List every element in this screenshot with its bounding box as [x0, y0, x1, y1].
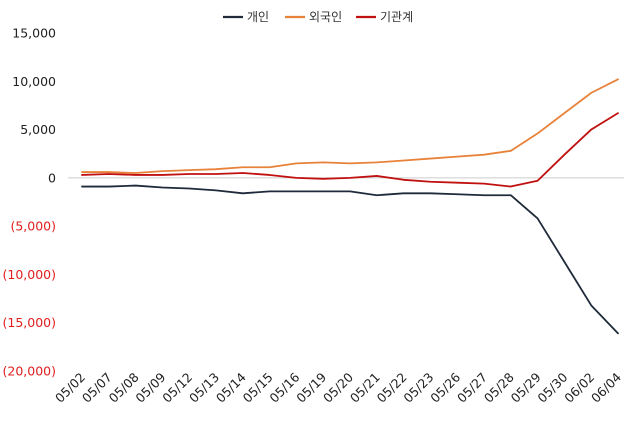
y-tick-label: (20,000) [3, 364, 57, 379]
legend-label: 개인 [247, 10, 269, 24]
series-line-0 [81, 184, 619, 335]
legend: 개인 외국인 기관계 [223, 10, 413, 24]
series-group [81, 78, 619, 335]
legend-label: 기관계 [380, 10, 413, 24]
series-line-2 [81, 112, 619, 188]
series-line-1 [81, 78, 619, 174]
y-tick-label: 15,000 [12, 26, 56, 41]
y-tick-label: 10,000 [12, 74, 56, 89]
y-tick-label: (15,000) [3, 315, 57, 330]
legend-label: 외국인 [309, 10, 342, 24]
y-axis: 15,000 10,000 5,000 0 (5,000) (10,000) (15,000… [3, 26, 57, 379]
y-tick-label: (5,000) [10, 219, 56, 234]
y-tick-label: 5,000 [20, 122, 56, 137]
x-tick-label: 06/04 [588, 369, 624, 405]
x-axis: 05/0205/0705/0805/0905/1205/1305/1405/15… [52, 369, 624, 405]
y-tick-label: 0 [48, 170, 56, 185]
y-tick-label: (10,000) [3, 267, 57, 282]
